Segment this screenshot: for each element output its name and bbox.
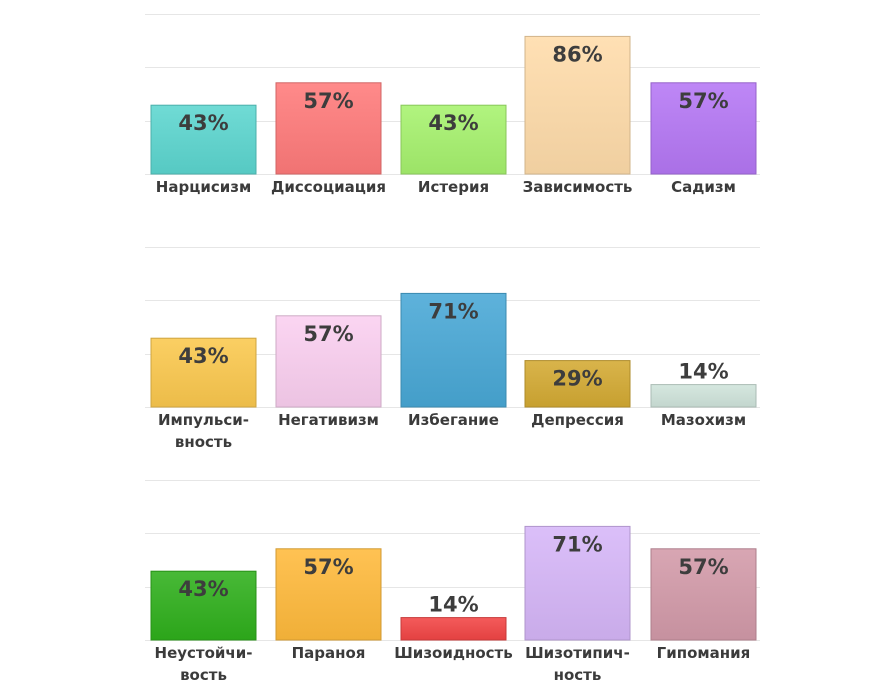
data-label: 57% bbox=[678, 89, 728, 113]
bar bbox=[150, 570, 257, 641]
bar bbox=[650, 548, 757, 641]
tick-label: Садизм bbox=[671, 178, 736, 196]
tick-label: Диссоциация bbox=[271, 178, 386, 196]
data-label: 43% bbox=[428, 111, 478, 135]
bar-chart-2: 43% Импульси-вность 57% Негативизм 71% Избега… bbox=[145, 247, 760, 451]
tick-label: Депрессия bbox=[531, 411, 624, 429]
data-label: 14% bbox=[678, 360, 728, 384]
data-label: 57% bbox=[303, 89, 353, 113]
tick-label: Шизотипич-ность bbox=[525, 644, 630, 684]
tick-label: Неустойчи-вость bbox=[155, 644, 253, 684]
data-label: 43% bbox=[178, 577, 228, 601]
bar bbox=[275, 548, 382, 641]
data-label: 57% bbox=[303, 555, 353, 579]
bar bbox=[400, 104, 507, 175]
bar-chart-1: 43% Нарцисизм 57% Диссоциация 43% Истерия 86% З… bbox=[145, 14, 760, 196]
tick-label: Шизоидность bbox=[394, 644, 512, 662]
bar bbox=[650, 82, 757, 175]
data-label: 71% bbox=[428, 299, 478, 323]
data-label: 43% bbox=[178, 111, 228, 135]
bar bbox=[524, 525, 631, 641]
bar bbox=[150, 104, 257, 175]
tick-label: Истерия bbox=[418, 178, 489, 196]
data-label: 14% bbox=[428, 593, 478, 617]
data-label: 86% bbox=[552, 42, 602, 66]
bar bbox=[275, 82, 382, 175]
bar bbox=[650, 384, 757, 408]
tick-label: Негативизм bbox=[278, 411, 379, 429]
tick-label: Зависимость bbox=[523, 178, 633, 196]
tick-label: Избегание bbox=[408, 411, 499, 429]
bar bbox=[524, 360, 631, 408]
bar bbox=[400, 292, 507, 408]
tick-label: Импульси-вность bbox=[158, 411, 249, 451]
bar bbox=[400, 617, 507, 641]
bar-chart-3: 43% Неустойчи-вость 57% Параноя 14% Шизоиднос… bbox=[145, 480, 760, 684]
tick-label: Мазохизм bbox=[661, 411, 746, 429]
data-label: 29% bbox=[552, 367, 602, 391]
tick-label: Гипомания bbox=[657, 644, 751, 662]
bar bbox=[275, 315, 382, 408]
data-label: 43% bbox=[178, 344, 228, 368]
tick-label: Нарцисизм bbox=[156, 178, 251, 196]
data-label: 57% bbox=[303, 322, 353, 346]
tick-label: Параноя bbox=[292, 644, 366, 662]
bar bbox=[150, 337, 257, 408]
bar bbox=[524, 35, 631, 175]
data-label: 71% bbox=[552, 532, 602, 556]
data-label: 57% bbox=[678, 555, 728, 579]
